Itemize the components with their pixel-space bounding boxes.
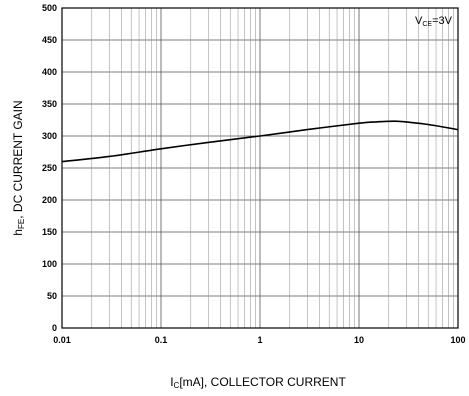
y-tick-label: 0 (52, 323, 57, 333)
x-tick-label: 0.01 (53, 335, 71, 345)
tick-labels: 0 50 100 150 200 250 300 350 400 450 500 0.01 0.1 1 10… (42, 3, 466, 345)
y-tick-label: 150 (42, 227, 57, 237)
y-tick-label: 500 (42, 3, 57, 13)
annotation-vce: VCE=3V (415, 15, 453, 28)
y-tick-label: 350 (42, 99, 57, 109)
y-axis-title: hFE, DC CURRENT GAIN (11, 100, 26, 235)
x-tick-label: 10 (354, 335, 364, 345)
x-tick-label: 0.1 (155, 335, 168, 345)
hfe-curve (61, 120, 459, 163)
y-tick-label: 450 (42, 35, 57, 45)
grid (62, 8, 458, 328)
series-layer (61, 120, 459, 163)
y-tick-label: 400 (42, 67, 57, 77)
y-tick-label: 100 (42, 259, 57, 269)
y-tick-label: 300 (42, 131, 57, 141)
x-axis-title: IC[mA], COLLECTOR CURRENT (170, 375, 346, 390)
plot-frame (61, 7, 459, 329)
y-tick-label: 200 (42, 195, 57, 205)
x-tick-label: 100 (450, 335, 465, 345)
x-tick-label: 1 (257, 335, 262, 345)
y-tick-label: 250 (42, 163, 57, 173)
y-tick-label: 50 (47, 291, 57, 301)
